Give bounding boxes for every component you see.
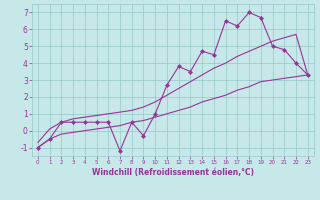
X-axis label: Windchill (Refroidissement éolien,°C): Windchill (Refroidissement éolien,°C)	[92, 168, 254, 177]
